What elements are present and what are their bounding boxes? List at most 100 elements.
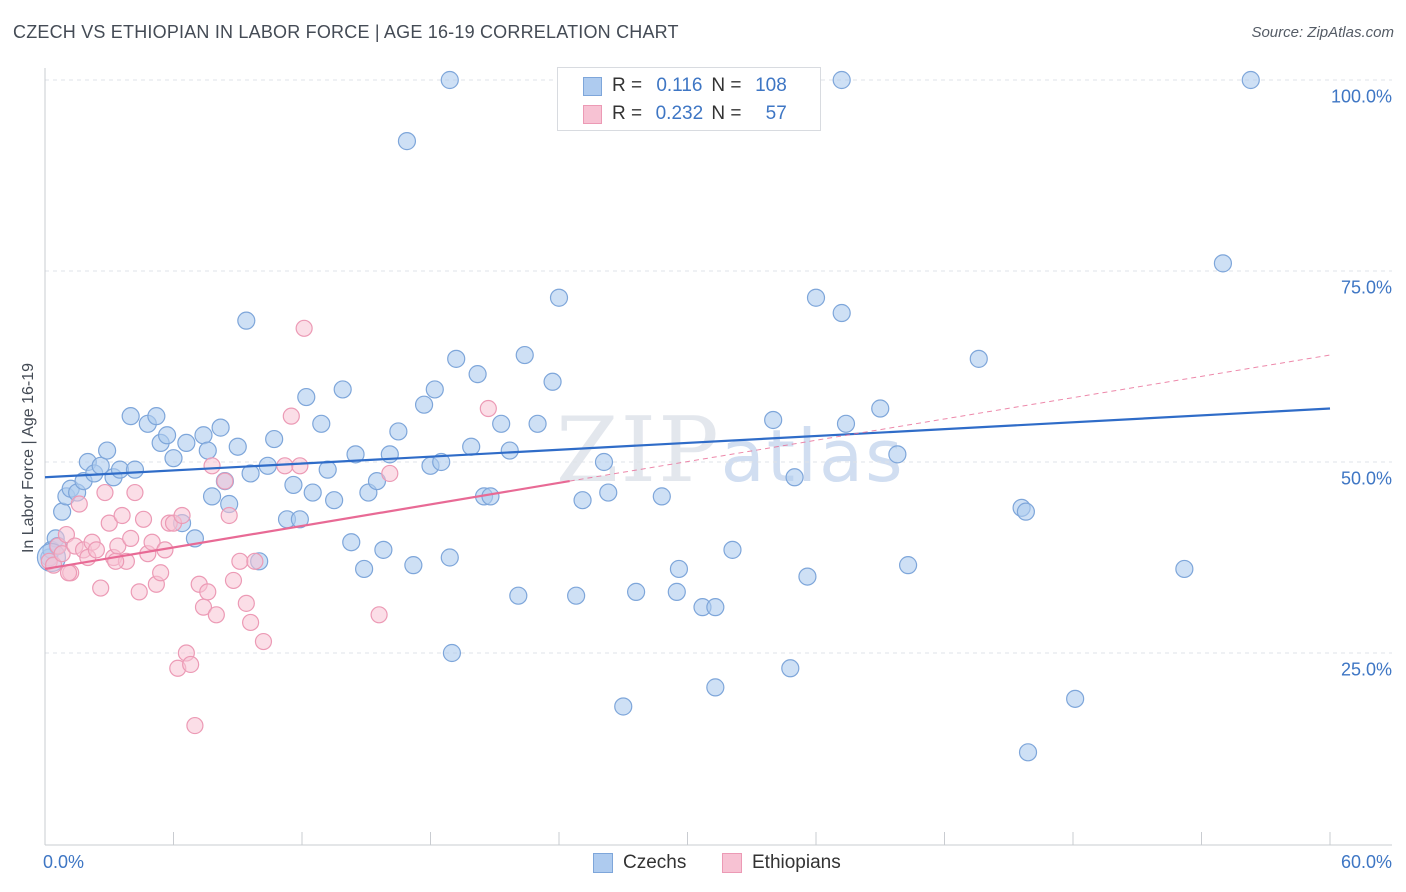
czech-point-59: [432, 452, 451, 472]
czech-point-86: [723, 540, 742, 559]
ethiopian-point-46: [246, 552, 264, 570]
czech-point-106: [440, 70, 459, 90]
y-tick-label-50: 50.0%: [1340, 468, 1392, 489]
watermark: ZIPatlas: [556, 398, 905, 503]
chart-title: CZECH VS ETHIOPIAN IN LABOR FORCE | AGE …: [13, 22, 679, 42]
czech-point-44: [325, 491, 344, 510]
ethiopian-point-51: [295, 319, 313, 337]
czech-point-92: [806, 288, 826, 307]
x-tick-label-min: 0.0%: [43, 852, 85, 872]
czech-point-104: [1213, 254, 1233, 273]
czech-point-43: [318, 460, 337, 479]
czech-point-57: [425, 380, 444, 399]
x-tick-label-max: 60.0%: [1340, 852, 1392, 872]
czech-point-28: [211, 418, 230, 437]
ethiopian-point-52: [370, 606, 388, 624]
czech-point-16: [121, 407, 140, 426]
ethiopian-point-44: [237, 594, 255, 612]
czech-point-76: [594, 452, 614, 472]
czech-point-73: [549, 288, 569, 307]
y-tick-label-25: 25.0%: [1340, 659, 1392, 680]
czech-point-67: [492, 414, 511, 433]
czech-point-60: [440, 548, 459, 567]
ethiopian-trend-extension: [569, 354, 1331, 482]
ethiopian-point-4: [57, 525, 76, 544]
ethiopian-point-17: [113, 506, 131, 525]
y-tick-label-100: 100.0%: [1330, 86, 1392, 107]
czech-point-51: [374, 540, 393, 559]
ethiopian-swatch: [583, 104, 602, 124]
watermark-atlas: atlas: [720, 414, 905, 498]
ethiopian-point-40: [216, 472, 234, 490]
czech-point-50: [367, 472, 387, 491]
czech-point-27: [202, 487, 222, 506]
czech-point-96: [888, 445, 907, 464]
czech-point-64: [468, 365, 487, 384]
czech-point-62: [442, 643, 462, 663]
czech-point-56: [414, 395, 434, 414]
ethiopian-r-label: R =: [612, 103, 643, 124]
czech-point-101: [1018, 743, 1038, 762]
czech-point-72: [543, 372, 562, 391]
czech-point-81: [667, 582, 686, 601]
ethiopian-point-31: [173, 506, 191, 525]
legend-czechs-swatch: [593, 853, 613, 873]
ethiopian-point-22: [134, 510, 153, 528]
czech-point-61: [447, 349, 466, 368]
czech-point-85: [706, 678, 725, 697]
czech-point-21: [164, 449, 183, 468]
czech-point-63: [462, 437, 481, 456]
ethiopian-point-54: [479, 399, 497, 418]
czech-point-71: [528, 414, 547, 433]
czech-point-18: [147, 407, 166, 426]
czech-point-70: [515, 345, 534, 365]
czech-point-105: [1241, 70, 1260, 90]
czech-point-95: [871, 399, 890, 418]
czech-r-value: 0.116: [656, 75, 703, 96]
ethiopian-point-26: [152, 564, 170, 582]
czech-point-32: [237, 311, 256, 330]
czech-point-100: [1016, 502, 1035, 521]
legend-row-ethiopian: R = 0.232 N = 57: [583, 102, 787, 126]
czech-point-98: [969, 349, 988, 368]
czech-point-38: [284, 475, 303, 495]
ethiopian-point-12: [92, 579, 110, 597]
ethiopian-trend-line: [44, 480, 570, 571]
ethiopian-point-38: [203, 457, 221, 475]
czech-point-89: [781, 659, 800, 678]
ethiopian-points-layer: [40, 319, 497, 735]
legend-row-czech: R = 0.116 N = 108: [583, 74, 787, 98]
czech-points-layer: [36, 70, 1260, 762]
ethiopian-point-45: [242, 613, 260, 632]
czech-point-42: [312, 414, 331, 433]
czech-point-102: [1066, 689, 1085, 708]
czech-n-value: 108: [755, 75, 787, 96]
ethiopian-point-20: [126, 483, 144, 502]
czech-point-88: [764, 410, 783, 430]
czech-point-74: [567, 586, 586, 605]
czech-point-103: [1175, 559, 1194, 579]
czech-point-46: [342, 533, 361, 552]
czech-point-26: [198, 441, 217, 460]
ethiopian-point-53: [381, 464, 399, 483]
czech-point-33: [241, 464, 260, 483]
czech-point-68: [500, 441, 519, 460]
czech-point-47: [346, 445, 365, 464]
czech-point-97: [898, 556, 918, 575]
czech-point-94: [836, 414, 856, 433]
ethiopian-point-37: [199, 583, 217, 601]
czech-point-36: [265, 429, 284, 449]
czech-point-12: [98, 441, 117, 460]
ethiopian-r-value: 0.232: [655, 103, 704, 124]
ethiopian-n-value: 57: [765, 103, 787, 124]
czech-point-52: [380, 445, 399, 464]
ethiopian-point-55: [59, 564, 78, 582]
legend-item-czechs: Czechs: [593, 852, 686, 874]
czech-point-31: [228, 437, 247, 456]
czech-n-label: N =: [711, 75, 742, 96]
czech-point-82: [669, 559, 689, 579]
ethiopian-point-19: [122, 529, 140, 548]
ethiopian-point-11: [87, 541, 106, 559]
czech-point-93: [832, 303, 851, 323]
